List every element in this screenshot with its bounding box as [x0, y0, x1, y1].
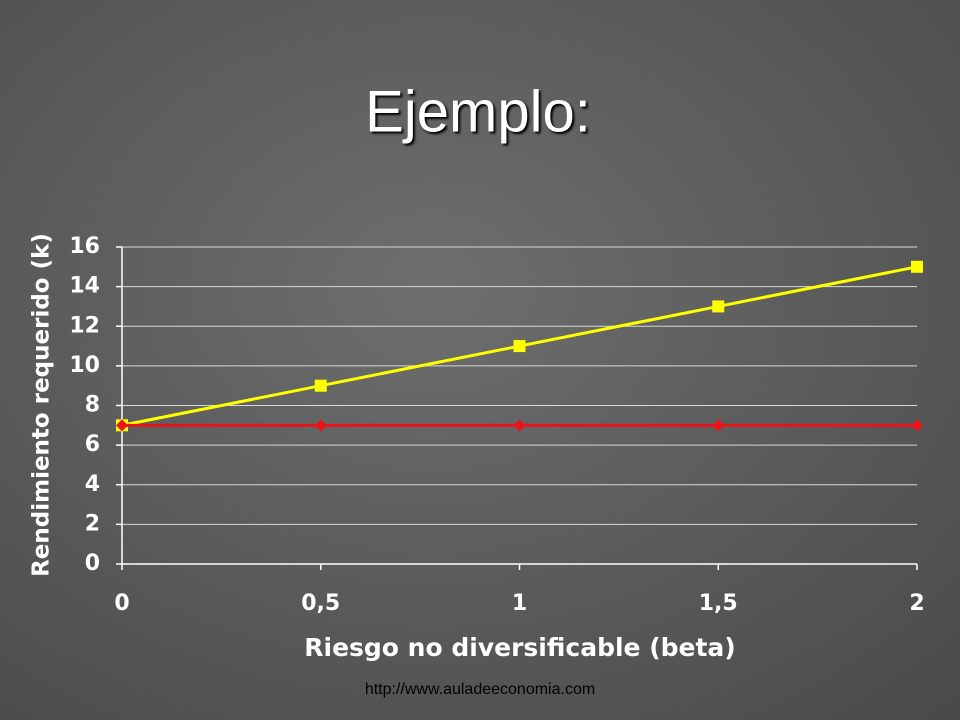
- y-tick-label: 16: [69, 234, 100, 259]
- marker: [513, 419, 526, 432]
- y-axis-label: Rendimiento requerido (k): [29, 233, 55, 577]
- y-tick-label: 0: [85, 551, 100, 576]
- x-tick-label: 2: [909, 591, 924, 616]
- y-tick-label: 8: [85, 393, 100, 418]
- y-tick-label: 4: [85, 472, 100, 497]
- y-tick-label: 6: [85, 432, 100, 457]
- marker: [712, 300, 725, 313]
- marker: [513, 340, 526, 353]
- x-axis-label: Riesgo no diversificable (beta): [304, 633, 735, 662]
- y-tick-label: 10: [69, 353, 100, 378]
- marker: [712, 419, 725, 432]
- slide-title: Ejemplo:: [365, 79, 591, 144]
- marker: [314, 379, 327, 392]
- y-tick-label: 14: [69, 274, 100, 299]
- marker: [911, 260, 923, 273]
- x-tick-label: 1: [512, 591, 527, 616]
- footer: http://www.auladeeconomia.com: [365, 681, 595, 698]
- y-tick-label: 2: [85, 511, 100, 536]
- marker: [314, 419, 327, 432]
- x-tick-label: 0: [114, 591, 129, 616]
- marker: [116, 419, 128, 432]
- marker: [911, 419, 923, 432]
- y-tick-label: 12: [69, 313, 100, 338]
- x-tick-label: 1,5: [699, 591, 738, 616]
- x-tick-label: 0,5: [301, 591, 340, 616]
